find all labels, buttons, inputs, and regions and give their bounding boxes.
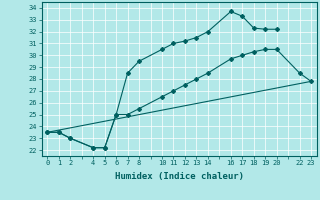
- X-axis label: Humidex (Indice chaleur): Humidex (Indice chaleur): [115, 172, 244, 181]
